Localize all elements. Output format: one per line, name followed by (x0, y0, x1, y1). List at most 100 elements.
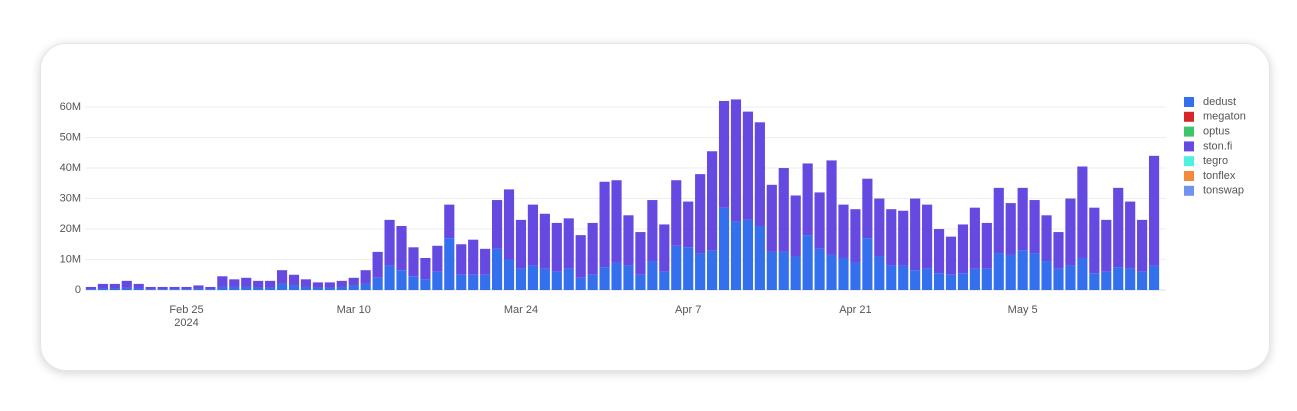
bar-segment (742, 219, 753, 290)
legend-swatch (1184, 97, 1194, 107)
x-tick-label: Apr 7 (675, 304, 701, 316)
bar-segment (1101, 219, 1112, 272)
bar-segment (396, 225, 407, 271)
bar-segment (1148, 265, 1160, 290)
bar-segment (324, 287, 335, 290)
bar-segment (826, 254, 837, 290)
bar-segment (850, 209, 861, 263)
legend-label: tegro (1203, 155, 1228, 167)
bar-segment (671, 180, 682, 246)
bar-segment (611, 262, 622, 290)
bar-segment (718, 207, 730, 290)
bar-segment (993, 187, 1004, 254)
bar-segment (766, 251, 777, 290)
bar-segment (659, 224, 670, 272)
bar-segment (993, 253, 1004, 290)
bar-segment (492, 248, 503, 290)
bar-segment (109, 283, 120, 289)
bar-segment (563, 218, 574, 269)
bar-segment (157, 289, 168, 290)
bar-segment (276, 270, 288, 284)
x-tick-year: 2024 (174, 317, 198, 329)
bar-segment (838, 204, 849, 258)
bar-segment (444, 238, 455, 290)
bar-segment (515, 268, 527, 290)
bar-segment (288, 274, 300, 286)
bar-segment (898, 265, 909, 290)
bar-segment (898, 210, 909, 266)
bar-segment (886, 209, 897, 266)
bar-segment (707, 151, 718, 251)
bar-segment (217, 286, 228, 290)
bar-segment (193, 285, 204, 289)
bar-segment (778, 251, 789, 290)
bar-segment (659, 271, 670, 290)
bar-segment (647, 200, 658, 262)
legend-swatch (1184, 126, 1194, 137)
bar-segment (957, 273, 969, 290)
bar-segment (300, 279, 312, 287)
bar-segment (683, 247, 694, 290)
bar-segment (539, 213, 550, 269)
bar-segment (1065, 265, 1076, 290)
legend-swatch (1184, 141, 1194, 152)
bar-segment (1053, 268, 1064, 290)
y-tick-label: 20M (60, 223, 81, 235)
bar-segment (599, 181, 610, 268)
bar-segment (814, 248, 825, 290)
bar-segment (981, 268, 992, 290)
bar-segment (742, 111, 753, 220)
bar-segment (718, 100, 730, 208)
bar-segment (754, 225, 765, 290)
bar-segment (587, 274, 598, 290)
bar-segment (1029, 200, 1040, 254)
bar-segment (145, 289, 156, 290)
bar-segment (1077, 257, 1088, 290)
bar-segment (396, 270, 407, 290)
bar-segment (862, 178, 873, 239)
bar-segment (933, 229, 945, 274)
bar-segment (408, 276, 419, 290)
y-tick-label: 30M (60, 192, 81, 204)
bar-segment (730, 221, 742, 290)
bar-segment (1077, 166, 1088, 258)
x-tick-label: Feb 25 (169, 304, 203, 316)
bar-segment (97, 283, 108, 289)
bar-segment (1029, 253, 1040, 290)
bar-segment (468, 274, 479, 290)
bar-segment (802, 163, 813, 236)
bar-segment (348, 285, 359, 290)
y-tick-label: 0 (75, 284, 81, 296)
bar-segment (1137, 271, 1148, 290)
bar-segment (503, 189, 515, 260)
bar-segment (778, 168, 789, 252)
x-tick-label: May 5 (1008, 304, 1038, 316)
bar-segment (288, 285, 300, 290)
y-tick-label: 60M (60, 101, 81, 113)
legend-swatch (1184, 156, 1194, 167)
bar-segment (623, 215, 634, 266)
bar-segment (265, 287, 276, 290)
bar-segment (372, 277, 383, 290)
bar-segment (492, 200, 503, 249)
bar-segment (121, 280, 132, 288)
bar-segment (241, 286, 252, 290)
bar-segment (253, 287, 264, 290)
bar-segment (157, 286, 168, 290)
bar-segment (730, 99, 742, 222)
bar-segment (910, 270, 921, 290)
bar-segment (1137, 219, 1148, 272)
bar-segment (838, 257, 849, 290)
bar-segment (695, 174, 706, 254)
bar-segment (480, 274, 491, 290)
legend-swatch (1184, 111, 1194, 122)
bar-segment (969, 207, 980, 269)
bar-segment (276, 283, 288, 290)
x-tick-label: Mar 10 (337, 304, 371, 316)
bar-segment (253, 280, 264, 288)
legend-swatch (1184, 185, 1194, 196)
bar-segment (1113, 187, 1124, 268)
y-tick-label: 50M (60, 131, 81, 143)
bar-segment (1017, 250, 1028, 290)
